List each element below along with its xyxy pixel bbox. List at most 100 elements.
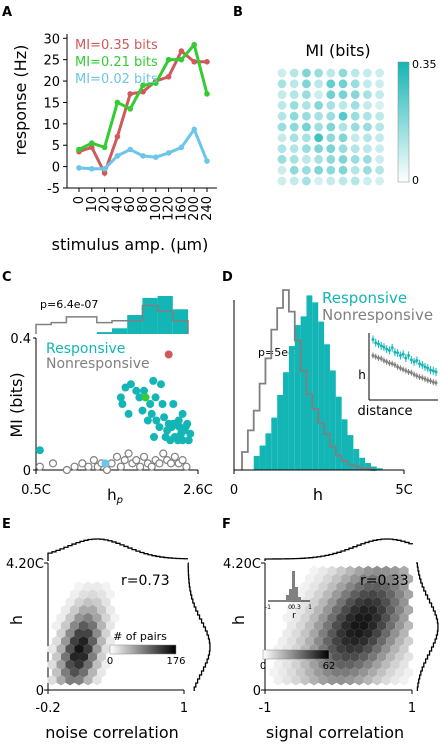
panel-f-hex — [291, 628, 301, 639]
panel-a-ytick-label: 25 — [43, 54, 60, 69]
panel-a-point — [140, 82, 146, 89]
panel-d-histogram — [241, 289, 383, 471]
panel-c-responsive-point — [140, 386, 148, 395]
panel-f-hex — [336, 659, 346, 670]
panel-f-hex — [305, 589, 314, 600]
panel-c-axes: 0 0.4 0.5C 2.6C — [10, 332, 213, 498]
panel-b-dot — [375, 155, 384, 164]
panel-f-hex — [327, 643, 337, 655]
panel-f-hex — [282, 628, 292, 639]
panel-d-inset-point — [387, 361, 391, 365]
panel-b-dot — [289, 68, 299, 78]
panel-b-dot — [338, 133, 348, 143]
panel-d-hist-bar — [277, 394, 284, 470]
panel-f-hex — [332, 667, 342, 678]
panel-f-hex — [345, 581, 355, 592]
panel-b-dot — [375, 176, 384, 186]
panel-e-annotation: r=0.73 — [121, 573, 170, 589]
panel-d-hist-bar — [347, 435, 354, 470]
panel-f-hex — [341, 667, 351, 678]
panel-f-hex — [300, 628, 310, 639]
panel-d-inset-point — [396, 365, 400, 369]
panel-a-ytick-label: 5 — [52, 139, 60, 154]
panel-e-hex — [65, 612, 75, 623]
panel-f-hex — [363, 612, 373, 623]
panel-e-right-marginal — [187, 562, 211, 691]
panel-f-hex — [336, 597, 346, 608]
panel-b-dot — [289, 111, 299, 121]
panel-f-hex — [300, 581, 310, 592]
panel-f-hex — [390, 581, 400, 592]
panel-f-hex — [305, 573, 314, 584]
panel-e-hex — [92, 597, 102, 608]
panel-f-hex — [341, 651, 351, 662]
panel-b-dot — [277, 155, 287, 164]
panel-e-hex — [74, 581, 84, 592]
panel-c-responsive-point — [183, 419, 192, 428]
panel-a-ytick-label: 15 — [43, 96, 60, 111]
panel-f-hex — [309, 628, 319, 639]
panel-d-hist-bar — [376, 468, 383, 470]
panel-e-hex — [88, 651, 97, 662]
panel-a-xlabel: stimulus amp. (μm) — [52, 235, 209, 254]
panel-e-hex — [47, 659, 57, 670]
panel-f-hex — [341, 573, 351, 584]
panel-f-hex — [390, 675, 400, 686]
panel-f-hex — [282, 675, 292, 686]
panel-f-hex — [404, 573, 414, 584]
panel-f-hex — [323, 589, 332, 600]
panel-f-hex — [336, 581, 346, 592]
panel-d-inset-point — [398, 366, 402, 370]
panel-f-hex — [363, 628, 373, 639]
panel-f-hex — [399, 628, 409, 639]
panel-b-dot — [338, 144, 348, 154]
panel-f-hex — [372, 659, 382, 670]
panel-e-ytick-label: 0 — [36, 684, 44, 699]
panel-f-hex — [381, 581, 391, 592]
panel-d-inset-point — [371, 353, 375, 357]
panel-a-point — [165, 73, 172, 80]
panel-c-highlight-point — [164, 350, 173, 359]
panel-b-dot — [363, 90, 372, 99]
panel-c-ylabel: MI (bits) — [7, 372, 26, 437]
panel-c-xtick-label: 0.5C — [21, 483, 51, 498]
panel-d-hist-bar — [341, 419, 348, 470]
panel-e-hex — [79, 636, 88, 647]
panel-a-ytick-label: -5 — [47, 182, 60, 197]
panel-f-colorbar-max: 62 — [323, 661, 336, 672]
panel-b-dot — [338, 79, 348, 89]
panel-f-hex — [399, 581, 409, 592]
panel-e-hex — [56, 643, 66, 655]
panel-b-dot — [326, 122, 336, 132]
panel-f-annotation: r=0.33 — [360, 573, 409, 589]
panel-f-hex — [309, 565, 319, 577]
panel-d-hist-bar — [353, 449, 360, 470]
panel-c-responsive-point — [135, 393, 144, 402]
panel-f-hex — [381, 612, 391, 623]
panel-c-responsive-point — [147, 409, 156, 418]
panel-f-hex — [359, 620, 369, 631]
panel-b-dot — [363, 176, 372, 186]
panel-f-hex — [314, 636, 323, 647]
panel-e-hex — [56, 612, 66, 623]
panel-d-inset-point — [401, 367, 405, 371]
panel-d-inset-point — [426, 366, 430, 370]
legend-mi-021: MI=0.21 bits — [75, 55, 158, 70]
panel-a-point — [191, 41, 197, 48]
panel-f-hex — [327, 581, 337, 592]
panel-d-inset-point — [426, 378, 430, 382]
panel-b-title: MI (bits) — [305, 41, 370, 60]
panel-c-points — [35, 350, 195, 475]
panel-f-hex — [318, 659, 328, 670]
panel-f-hex — [381, 597, 391, 608]
panel-f-hex — [399, 659, 409, 670]
panel-b-dot — [375, 144, 384, 154]
panel-c-nonresponsive-point — [78, 459, 87, 468]
panel-b-dot — [289, 144, 299, 154]
panel-f-hex — [287, 604, 296, 616]
panel-c-legend-responsive: Responsive — [46, 341, 125, 357]
panel-d: D p=5e-111 0 5C Responsive Nonresponsive … — [222, 270, 438, 504]
panel-f-hex — [359, 573, 369, 584]
panel-e-hex — [83, 675, 93, 686]
panel-f-hex — [386, 604, 396, 616]
